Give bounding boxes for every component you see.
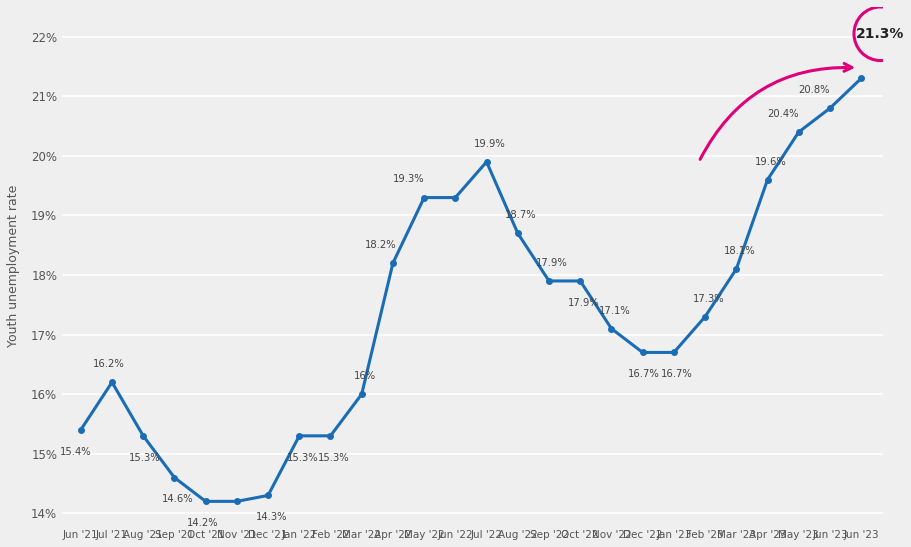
Y-axis label: Youth unemployment rate: Youth unemployment rate — [7, 185, 20, 347]
Text: 16.7%: 16.7% — [628, 369, 660, 379]
Text: 16.2%: 16.2% — [93, 359, 125, 369]
Text: 15.3%: 15.3% — [128, 453, 160, 463]
Text: 16%: 16% — [353, 371, 375, 381]
Text: 19.3%: 19.3% — [393, 174, 424, 184]
Text: 19.6%: 19.6% — [754, 156, 785, 167]
Text: 16.7%: 16.7% — [660, 369, 692, 379]
Text: 14.6%: 14.6% — [161, 494, 193, 504]
Text: 18.2%: 18.2% — [364, 240, 395, 250]
Text: 20.8%: 20.8% — [798, 85, 829, 95]
Text: 18.1%: 18.1% — [722, 246, 754, 256]
Text: 18.7%: 18.7% — [505, 210, 537, 220]
Text: 15.4%: 15.4% — [60, 447, 92, 457]
Text: 19.9%: 19.9% — [474, 139, 505, 149]
Text: 14.3%: 14.3% — [255, 512, 287, 522]
Text: 15.3%: 15.3% — [286, 453, 318, 463]
Text: 20.4%: 20.4% — [766, 109, 798, 119]
Text: 17.9%: 17.9% — [567, 298, 599, 308]
Text: 17.1%: 17.1% — [598, 306, 630, 316]
Text: 15.3%: 15.3% — [317, 453, 349, 463]
Text: 21.3%: 21.3% — [855, 27, 904, 40]
Text: 17.9%: 17.9% — [536, 258, 568, 268]
Text: 14.2%: 14.2% — [187, 518, 218, 528]
Text: 17.3%: 17.3% — [691, 294, 723, 304]
